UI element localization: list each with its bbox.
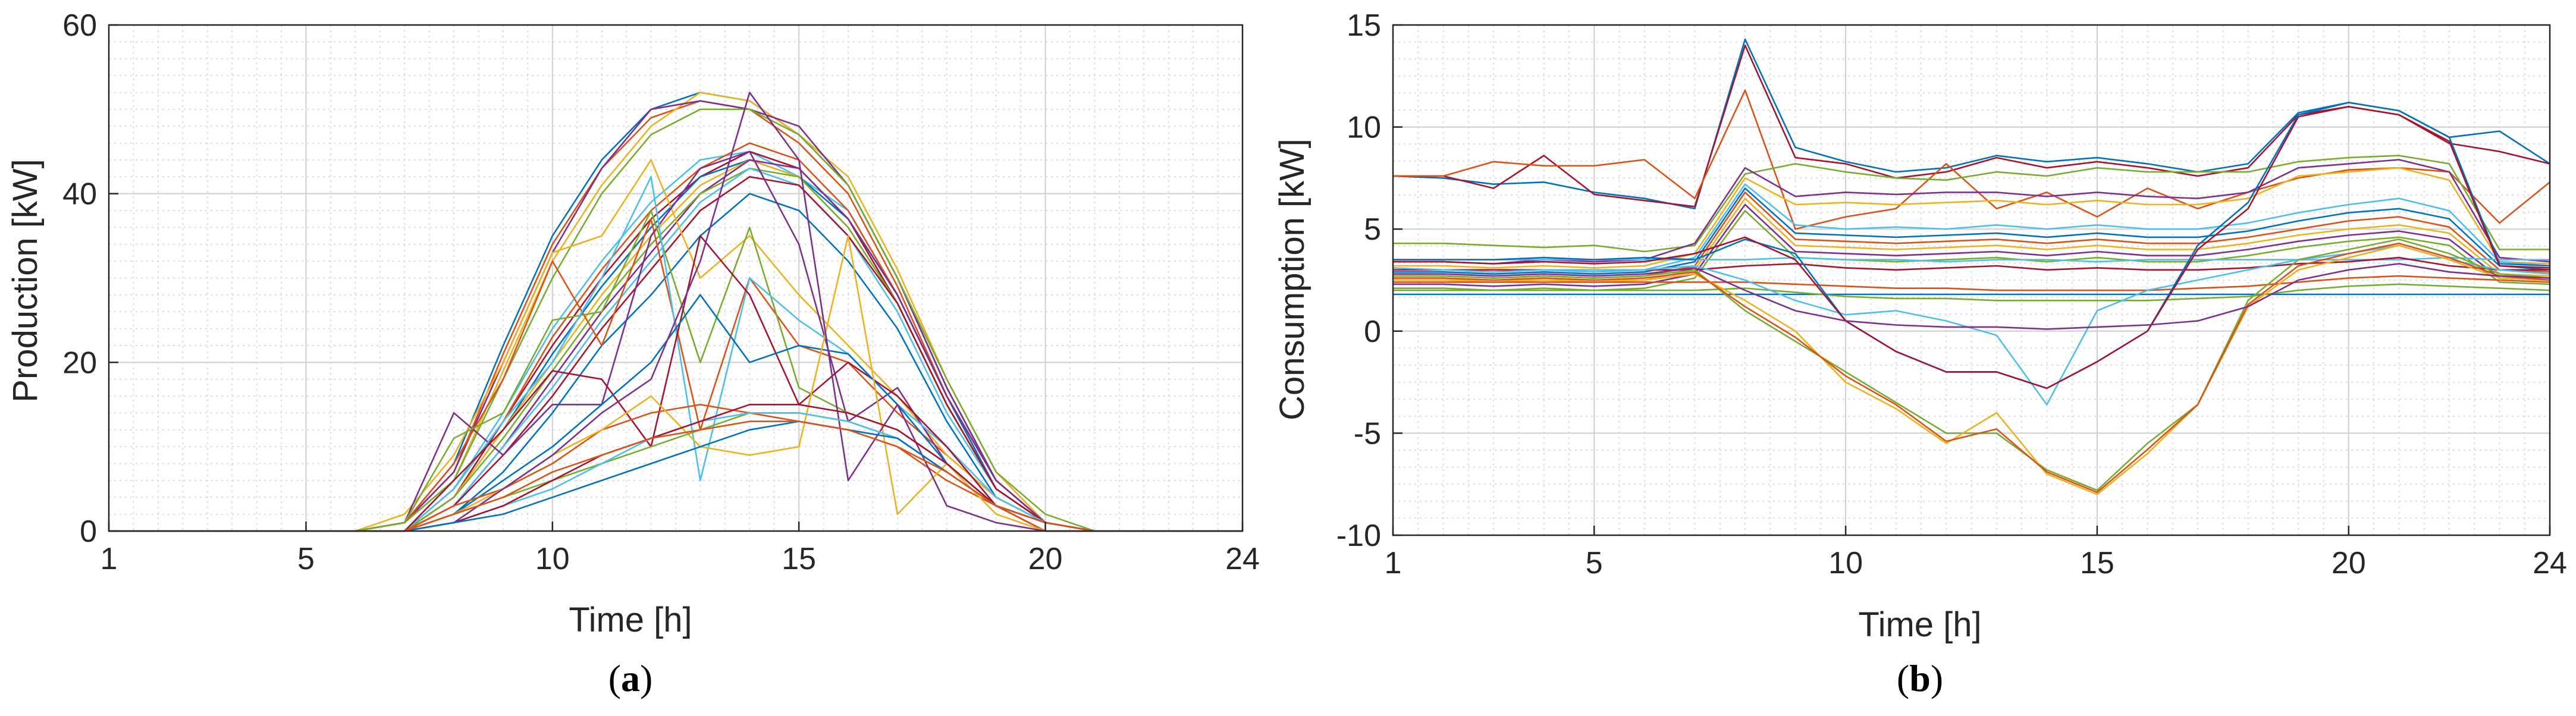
chart-a-minor-grid xyxy=(108,24,1243,532)
chart-b-y-tick-label: 0 xyxy=(1364,315,1381,349)
chart-b-caption-letter: b xyxy=(1909,657,1931,699)
chart-a-x-tick-label: 15 xyxy=(782,542,816,576)
chart-b-series-line-c1 xyxy=(1392,38,2550,210)
chart-b-series-line-c20 xyxy=(1393,106,2550,390)
chart-b-x-tick-label: 1 xyxy=(1385,546,1402,580)
chart-b-series-line-c5 xyxy=(1393,159,2550,265)
chart-b-series-line-c24 xyxy=(1393,263,2550,330)
chart-a-y-tick-label: 0 xyxy=(80,514,97,549)
chart-b-y-axis-label: Consumption [kW] xyxy=(1273,139,1311,420)
chart-b-series-line-c21 xyxy=(1393,238,2550,491)
chart-b-y-ticks: -10 -5 0 5 10 15 xyxy=(1336,8,1402,553)
chart-a-x-tick-label: 24 xyxy=(1225,542,1260,576)
chart-a-caption: (a) xyxy=(608,657,653,699)
chart-b-series-line-c16 xyxy=(1393,275,2550,291)
chart-b-y-tick-label: -10 xyxy=(1336,519,1381,553)
chart-b-y-tick-label: 10 xyxy=(1347,111,1381,145)
chart-b-x-axis-label: Time [h] xyxy=(1858,605,1981,644)
chart-b-x-ticks: 1 5 10 15 20 24 xyxy=(1385,526,2567,580)
chart-a-x-tick-label: 1 xyxy=(101,542,118,576)
chart-a-series-line-s19 xyxy=(109,209,1242,532)
chart-a-y-ticks: 0 20 40 60 xyxy=(62,8,118,549)
chart-b-y-tick-label: -5 xyxy=(1354,416,1381,451)
chart-a-x-tick-label: 10 xyxy=(535,542,570,576)
chart-b-series-line-c3 xyxy=(1393,89,2550,230)
chart-b-axes-box xyxy=(1392,24,2551,536)
chart-a-x-tick-label: 5 xyxy=(297,542,315,576)
chart-a-y-tick-label: 60 xyxy=(62,8,97,43)
chart-a-y-axis-label: Production [kW] xyxy=(6,159,45,402)
chart-b-x-tick-label: 5 xyxy=(1586,546,1603,580)
chart-b-series-line-c7 xyxy=(1393,183,2550,273)
chart-b-series-line-c11 xyxy=(1393,203,2550,287)
chart-a-caption-letter: a xyxy=(621,657,640,699)
chart-a-x-axis-label: Time [h] xyxy=(569,601,692,639)
chart-a-axes-box xyxy=(108,24,1244,532)
chart-b-series-line-c23 xyxy=(1393,242,2550,494)
chart-b-series xyxy=(1392,38,2550,495)
chart-b-x-tick-label: 24 xyxy=(2533,546,2567,580)
chart-a-y-tick-label: 40 xyxy=(62,177,97,212)
chart-b-x-tick-label: 15 xyxy=(2080,546,2114,580)
chart-b-x-tick-label: 20 xyxy=(2332,546,2366,580)
chart-a-x-ticks: 1 5 10 15 20 24 xyxy=(101,522,1260,576)
chart-a-y-tick-label: 20 xyxy=(62,346,97,380)
chart-b-x-tick-label: 10 xyxy=(1828,546,1863,580)
chart-b-y-tick-label: 15 xyxy=(1347,8,1381,43)
chart-b-series-line-c4 xyxy=(1393,155,2550,253)
chart-a-x-tick-label: 20 xyxy=(1028,542,1063,576)
chart-b-series-line-c17 xyxy=(1393,283,2550,302)
chart-b-series-line-c6 xyxy=(1393,167,2550,269)
chart-b-series-line-c8 xyxy=(1393,187,2550,275)
chart-b-y-tick-label: 5 xyxy=(1364,212,1381,247)
chart-b-caption: (b) xyxy=(1897,657,1943,699)
